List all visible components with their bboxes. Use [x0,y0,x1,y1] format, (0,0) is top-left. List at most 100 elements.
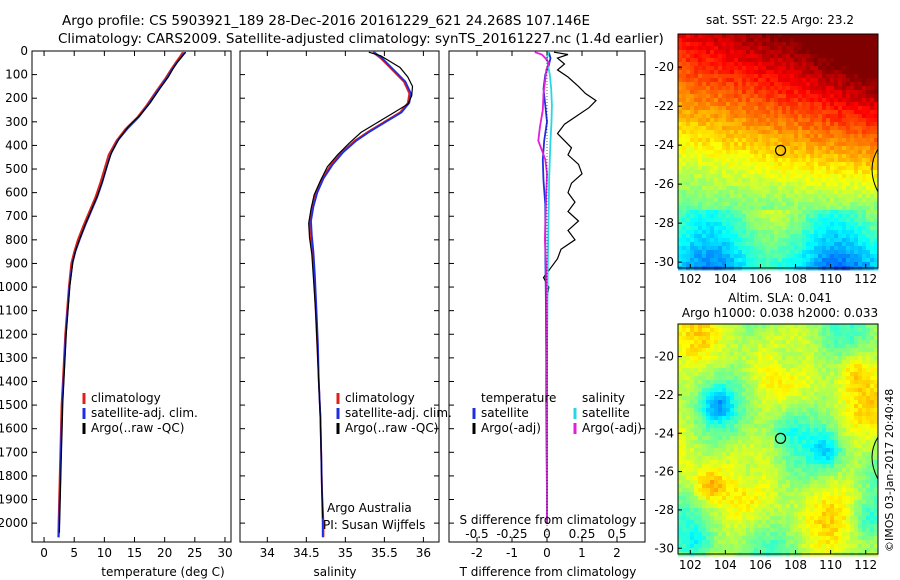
map-cell [858,234,863,239]
map-cell [774,134,779,139]
map-cell [690,94,695,99]
map-cell [862,98,867,103]
map-cell [842,94,847,99]
map-cell [794,336,799,341]
map-cell [778,34,783,39]
map-cell [802,444,807,449]
map-cell [842,178,847,183]
map-cell [714,356,719,361]
map-cell [810,94,815,99]
map-cell [842,42,847,47]
map-cell [706,150,711,155]
map-cell [814,464,819,469]
map-cell [702,262,707,267]
map-cell [766,424,771,429]
map-cell [694,238,699,243]
map-cell [762,66,767,71]
map-cell [782,206,787,211]
map-cell [782,460,787,465]
map-cell [778,352,783,357]
map-cell [830,178,835,183]
map-cell [862,348,867,353]
map-cell [826,324,831,329]
map-cell [706,376,711,381]
map-cell [818,154,823,159]
map-cell [774,460,779,465]
map-cell [854,392,859,397]
map-cell [786,328,791,333]
map-cell [754,74,759,79]
map-cell [806,380,811,385]
map-cell [738,392,743,397]
map-cell [774,154,779,159]
map-cell [706,336,711,341]
map-cell [738,94,743,99]
map-cell [706,86,711,91]
map-cell [770,210,775,215]
map-cell [874,218,879,223]
map-cell [746,332,751,337]
map-cell [826,348,831,353]
map-cell [746,142,751,147]
map-cell [806,182,811,187]
map-cell [754,146,759,151]
map-cell [754,114,759,119]
map-cell [870,194,875,199]
map-cell [874,258,879,263]
map-cell [738,138,743,143]
map-cell [726,94,731,99]
map-cell [778,86,783,91]
map-cell [854,110,859,115]
map-cell [726,70,731,75]
map-cell [866,384,871,389]
map-cell [706,230,711,235]
map-cell [678,440,683,445]
map-cell [678,82,683,87]
map-cell [802,114,807,119]
map-cell [794,130,799,135]
map-cell [838,392,843,397]
map-cell [822,166,827,171]
map-cell [694,332,699,337]
map-cell [826,158,831,163]
map-cell [730,372,735,377]
map-cell [694,74,699,79]
map-cell [794,464,799,469]
map-cell [866,170,871,175]
map-cell [854,436,859,441]
map-cell [754,424,759,429]
map-cell [690,432,695,437]
map-cell [770,46,775,51]
map-cell [818,130,823,135]
map-cell [838,102,843,107]
map-cell [686,182,691,187]
map-cell [758,50,763,55]
map-cell [782,412,787,417]
map-cell [866,254,871,259]
map-cell [758,118,763,123]
map-cell [702,146,707,151]
map-cell [822,106,827,111]
map-cell [730,66,735,71]
map-cell [850,90,855,95]
map-cell [786,190,791,195]
map-cell [770,126,775,131]
map-cell [826,130,831,135]
map-cell [786,400,791,405]
map-cell [678,130,683,135]
map-cell [798,82,803,87]
map-cell [702,126,707,131]
map-cell [806,194,811,199]
x-tick-label: 20 [157,546,172,560]
map-cell [778,174,783,179]
map-cell [862,178,867,183]
map-cell [778,42,783,47]
map-cell [794,54,799,59]
map-cell [814,110,819,115]
map-cell [866,154,871,159]
map-cell [770,102,775,107]
map-cell [842,246,847,251]
map-cell [686,210,691,215]
map-cell [874,190,879,195]
map-cell [746,348,751,353]
